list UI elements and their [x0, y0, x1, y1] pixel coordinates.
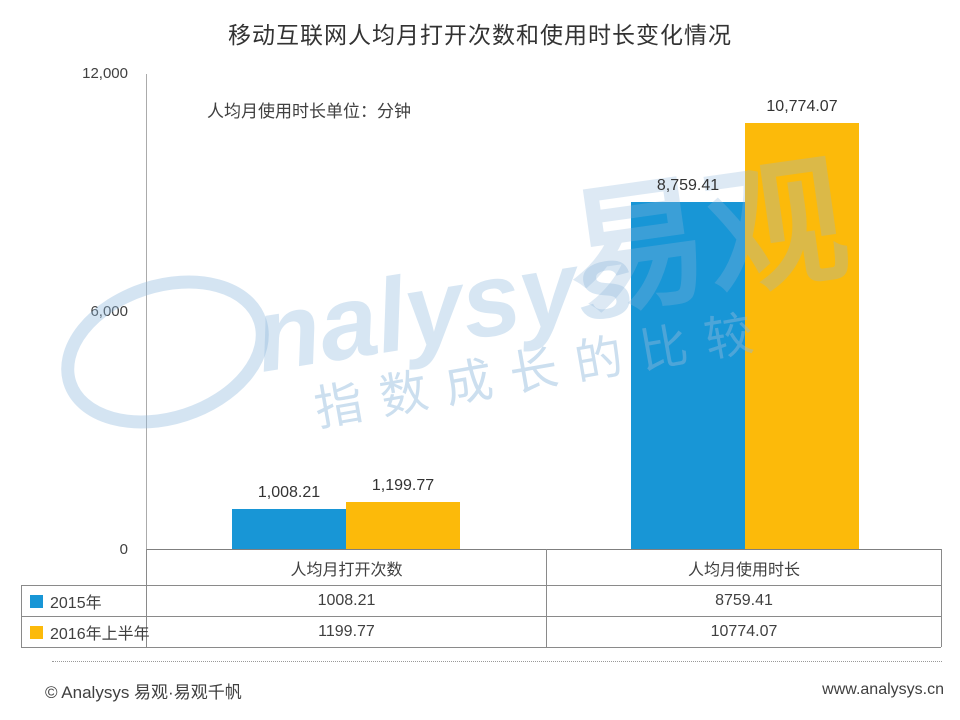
- table-line-vaxis: [146, 549, 147, 647]
- table-line-h3: [21, 647, 941, 648]
- x-axis-line: [146, 549, 942, 550]
- table-header-duration: 人均月使用时长: [687, 561, 800, 579]
- unit-note: 人均月使用时长单位：分钟: [207, 102, 411, 121]
- table-cell-2016h1-opens: 1199.77: [318, 623, 375, 640]
- table-line-vright: [941, 549, 942, 647]
- page-title: 移动互联网人均月打开次数和使用时长变化情况: [228, 22, 732, 48]
- footer-divider: [52, 661, 942, 662]
- legend-label-2016h1: 2016年上半年: [50, 626, 150, 643]
- y-tick-6000: 6,000: [90, 303, 128, 320]
- watermark-logo-latin: nalysys: [247, 220, 642, 394]
- bar-2016年上半年-人均月使用时长: [745, 123, 859, 549]
- y-axis-line: [146, 74, 147, 549]
- table-line-vmid: [546, 549, 547, 647]
- y-tick-0: 0: [119, 541, 128, 558]
- bar-value-label-2016年上半年-人均月打开次数: 1,199.77: [371, 477, 435, 494]
- y-tick-12000: 12,000: [82, 65, 128, 82]
- legend-label-2015: 2015年: [50, 595, 102, 612]
- legend-swatch-2016h1: [30, 625, 43, 639]
- table-cell-2015-opens: 1008.21: [317, 592, 376, 609]
- bar-value-label-2016年上半年-人均月使用时长: 10,774.07: [766, 98, 838, 115]
- bar-value-label-2015年-人均月使用时长: 8,759.41: [656, 177, 720, 194]
- bar-2015年-人均月打开次数: [232, 509, 346, 549]
- bar-2016年上半年-人均月打开次数: [346, 502, 460, 549]
- table-line-h1: [21, 585, 941, 586]
- table-line-vleft: [21, 585, 22, 647]
- table-line-h2: [21, 616, 941, 617]
- bar-2015年-人均月使用时长: [631, 202, 745, 549]
- legend-swatch-2015: [30, 594, 43, 608]
- footer-url: www.analysys.cn: [822, 681, 944, 698]
- legend-item-2015: 2015年: [22, 586, 154, 616]
- table-header-opens: 人均月打开次数: [290, 561, 403, 579]
- table-cell-2016h1-duration: 10774.07: [710, 623, 778, 640]
- bar-value-label-2015年-人均月打开次数: 1,008.21: [257, 484, 321, 501]
- footer-copyright: © Analysys 易观·易观千帆: [45, 683, 242, 702]
- table-cell-2015-duration: 8759.41: [715, 592, 773, 609]
- legend-item-2016h1: 2016年上半年: [22, 617, 154, 647]
- watermark-swoosh: [61, 275, 269, 429]
